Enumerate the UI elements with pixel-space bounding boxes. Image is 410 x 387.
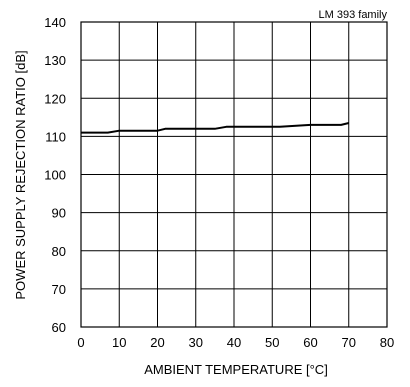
grid — [81, 22, 387, 327]
psrr-series-line — [81, 122, 350, 134]
y-tick-label: 140 — [44, 15, 66, 30]
y-tick-label: 100 — [44, 168, 66, 183]
x-tick-label: 50 — [265, 335, 279, 350]
series-layer — [81, 122, 350, 134]
x-tick-label: 30 — [189, 335, 203, 350]
x-tick-label: 10 — [112, 335, 126, 350]
chart-annotation: LM 393 family — [319, 9, 388, 21]
x-axis-label: AMBIENT TEMPERATURE [°C] — [144, 362, 328, 377]
y-tick-label: 70 — [52, 282, 66, 297]
x-tick-label: 20 — [150, 335, 164, 350]
x-tick-label: 60 — [303, 335, 317, 350]
plot-border — [80, 21, 388, 328]
y-tick-label: 120 — [44, 91, 66, 106]
x-tick-label: 70 — [342, 335, 356, 350]
y-tick-label: 80 — [52, 244, 66, 259]
y-tick-label: 90 — [52, 206, 66, 221]
plot-frame — [80, 21, 388, 328]
y-tick-label: 110 — [45, 129, 66, 144]
y-axis-label: POWER SUPPLY REJECTION RATIO [dB] — [13, 50, 28, 299]
x-tick-label: 80 — [380, 335, 394, 350]
x-tick-label: 0 — [77, 335, 84, 350]
y-tick-label: 130 — [44, 53, 66, 68]
y-tick-label: 60 — [52, 320, 66, 335]
tick-labels: 0 10 20 30 40 50 60 70 80 60 70 80 90 100 110 120 130 140 — [44, 15, 394, 350]
x-tick-label: 40 — [227, 335, 241, 350]
